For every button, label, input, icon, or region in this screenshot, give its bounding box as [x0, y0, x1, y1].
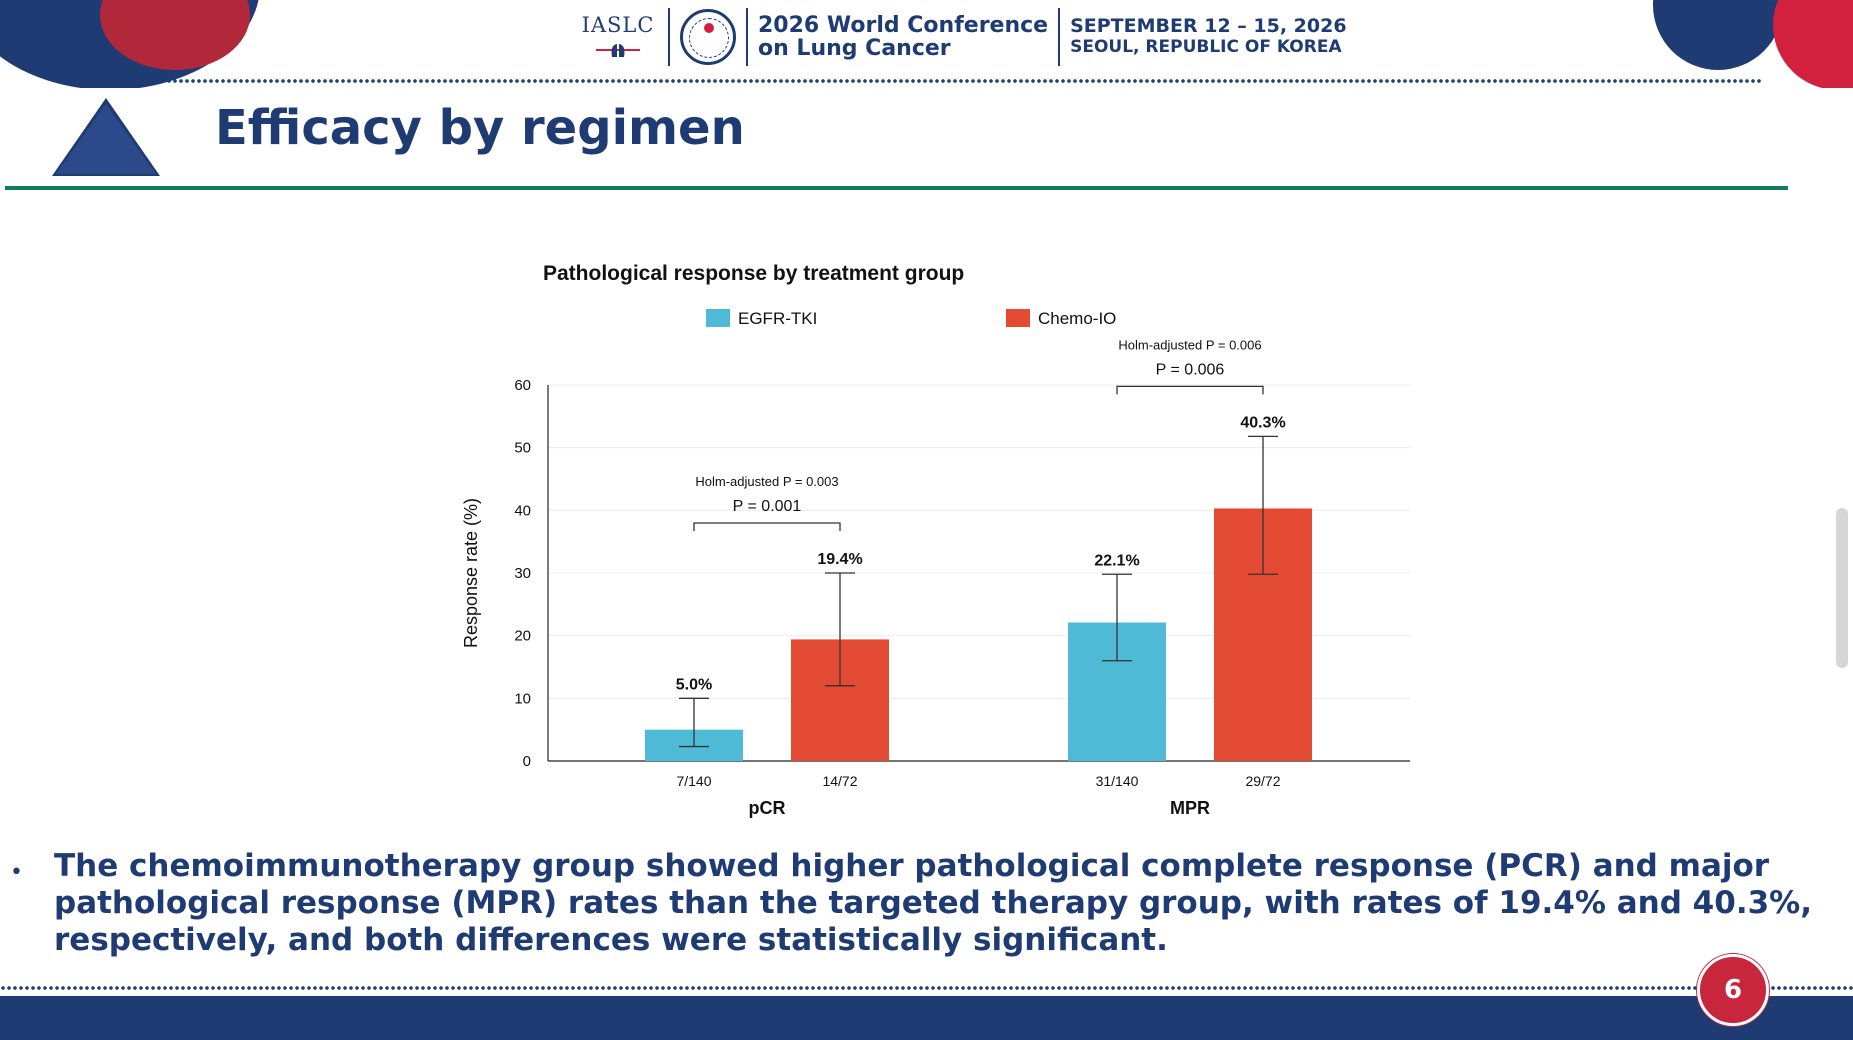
y-tick-label: 0	[523, 753, 531, 770]
legend-swatch-1	[1006, 309, 1030, 327]
logo-divider	[1058, 8, 1061, 66]
legend-swatch-0	[706, 309, 730, 327]
iaslc-logo: IASLC	[578, 13, 658, 61]
lung-icon	[596, 44, 640, 57]
conference-location: SEOUL, REPUBLIC OF KOREA	[1070, 37, 1342, 57]
conference-seal-icon	[680, 9, 736, 65]
significance-bracket	[1116, 385, 1264, 395]
count-label: 14/72	[822, 773, 857, 789]
data-label: 40.3%	[1240, 414, 1285, 431]
group-label: MPR	[1170, 798, 1210, 818]
y-tick-label: 30	[514, 565, 531, 582]
footer-dotted-border	[0, 985, 1853, 991]
conference-name: 2026 World Conference on Lung Cancer	[758, 14, 1048, 60]
y-tick-label: 20	[514, 628, 531, 645]
page-number-badge: 6	[1697, 954, 1769, 1026]
p-value-label: P = 0.006	[1156, 361, 1225, 378]
y-tick-label: 10	[514, 690, 531, 707]
group-label: pCR	[749, 798, 786, 818]
header-dotted-border	[130, 78, 1763, 84]
title-underline	[5, 186, 1788, 190]
conference-name-line2: on Lung Cancer	[758, 36, 951, 61]
logo-divider	[668, 8, 670, 66]
holm-p-label: Holm-adjusted P = 0.006	[1118, 337, 1261, 352]
conference-date: SEPTEMBER 12 – 15, 2026	[1070, 15, 1347, 37]
significance-bracket	[693, 522, 841, 531]
slide-title: Efficacy by regimen	[215, 100, 745, 156]
conference-name-line1: 2026 World Conference	[758, 13, 1049, 38]
logo-divider	[746, 8, 748, 66]
bullet-marker: •	[10, 860, 23, 885]
vertical-scrollbar[interactable]	[1836, 508, 1848, 668]
title-triangle-fill	[56, 104, 156, 174]
summary-bullet: The chemoimmunotherapy group showed high…	[54, 848, 1813, 958]
chart-canvas: Pathological response by treatment group…	[461, 262, 1410, 818]
header-decor-right	[1653, 0, 1783, 70]
conference-header: IASLC 2026 World Conference on Lung Canc…	[0, 0, 1853, 88]
conference-logo: IASLC 2026 World Conference on Lung Canc…	[578, 6, 1347, 68]
p-value-label: P = 0.001	[733, 498, 802, 515]
holm-p-label: Holm-adjusted P = 0.003	[695, 474, 838, 489]
count-label: 29/72	[1245, 773, 1280, 789]
response-bar-chart: Pathological response by treatment group…	[440, 250, 1450, 830]
legend-label-1: Chemo-IO	[1038, 309, 1116, 328]
data-label: 5.0%	[676, 676, 712, 693]
chart-title: Pathological response by treatment group	[543, 262, 964, 285]
data-label: 19.4%	[817, 551, 862, 568]
y-tick-label: 60	[514, 377, 531, 394]
y-tick-label: 50	[514, 440, 531, 457]
y-tick-label: 40	[514, 502, 531, 519]
conference-date-location: SEPTEMBER 12 – 15, 2026 SEOUL, REPUBLIC …	[1070, 16, 1346, 58]
legend-label-0: EGFR-TKI	[738, 309, 817, 328]
count-label: 7/140	[676, 773, 711, 789]
header-decor-right-accent	[1773, 0, 1853, 88]
footer-bar	[0, 996, 1853, 1040]
data-label: 22.1%	[1094, 552, 1139, 569]
iaslc-text: IASLC	[581, 13, 655, 37]
count-label: 31/140	[1096, 773, 1139, 789]
y-axis-label: Response rate (%)	[461, 498, 481, 648]
